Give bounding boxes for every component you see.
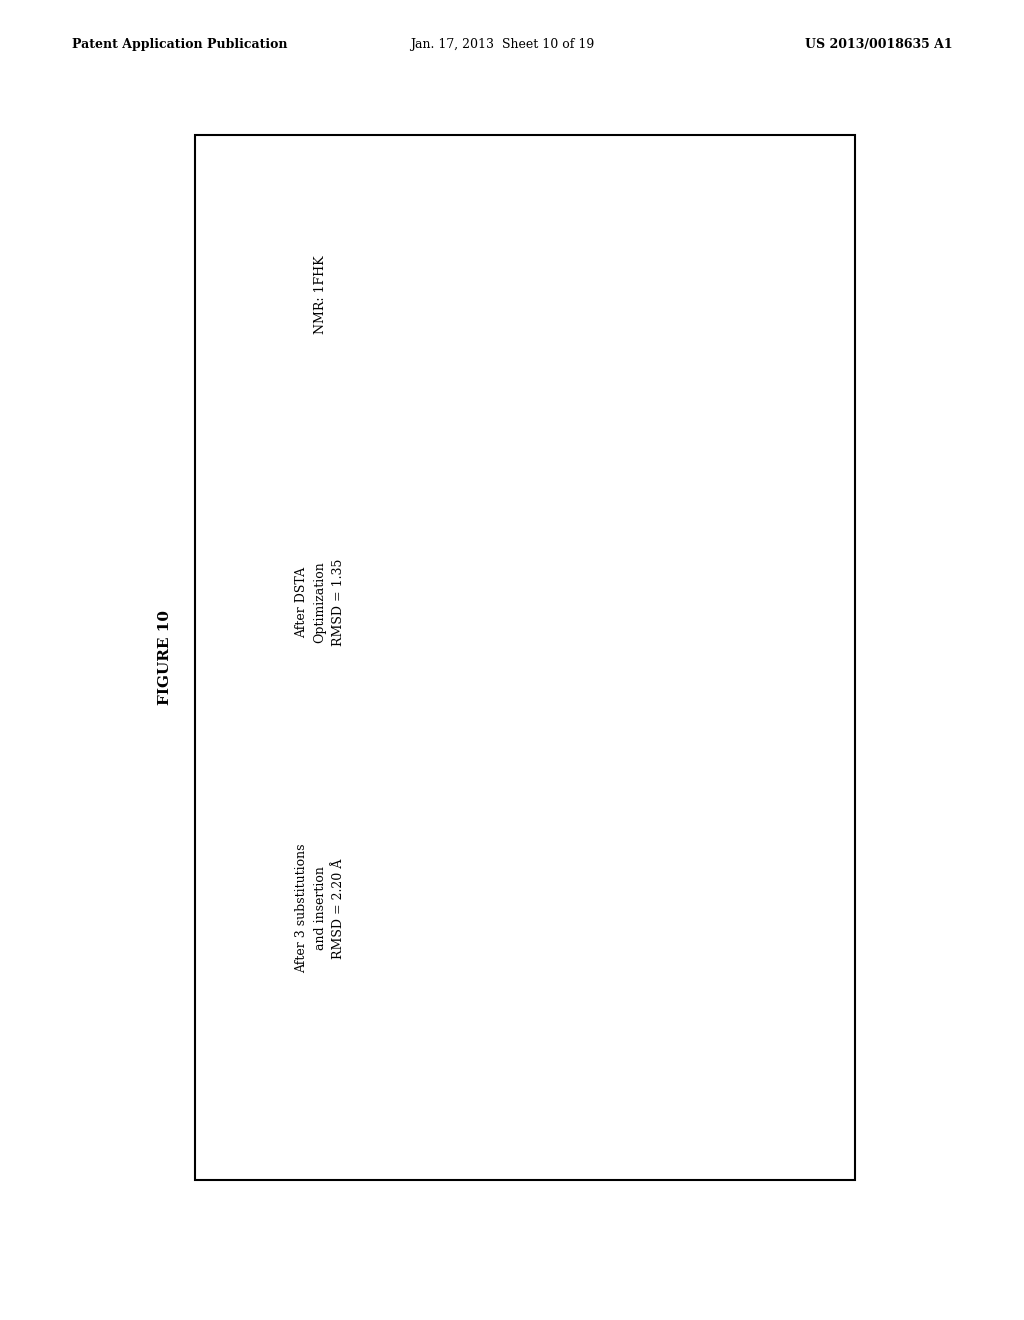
Text: FIGURE 10: FIGURE 10 <box>158 610 172 705</box>
Text: NMR: 1FHK: NMR: 1FHK <box>313 256 327 334</box>
Text: Jan. 17, 2013  Sheet 10 of 19: Jan. 17, 2013 Sheet 10 of 19 <box>410 38 594 51</box>
Text: After 3 substitutions
and insertion
RMSD = 2.20 Å: After 3 substitutions and insertion RMSD… <box>296 843 344 973</box>
Text: Patent Application Publication: Patent Application Publication <box>72 38 287 51</box>
Text: US 2013/0018635 A1: US 2013/0018635 A1 <box>805 38 952 51</box>
Text: After DSTA
Optimization
RMSD = 1.35: After DSTA Optimization RMSD = 1.35 <box>296 558 344 647</box>
